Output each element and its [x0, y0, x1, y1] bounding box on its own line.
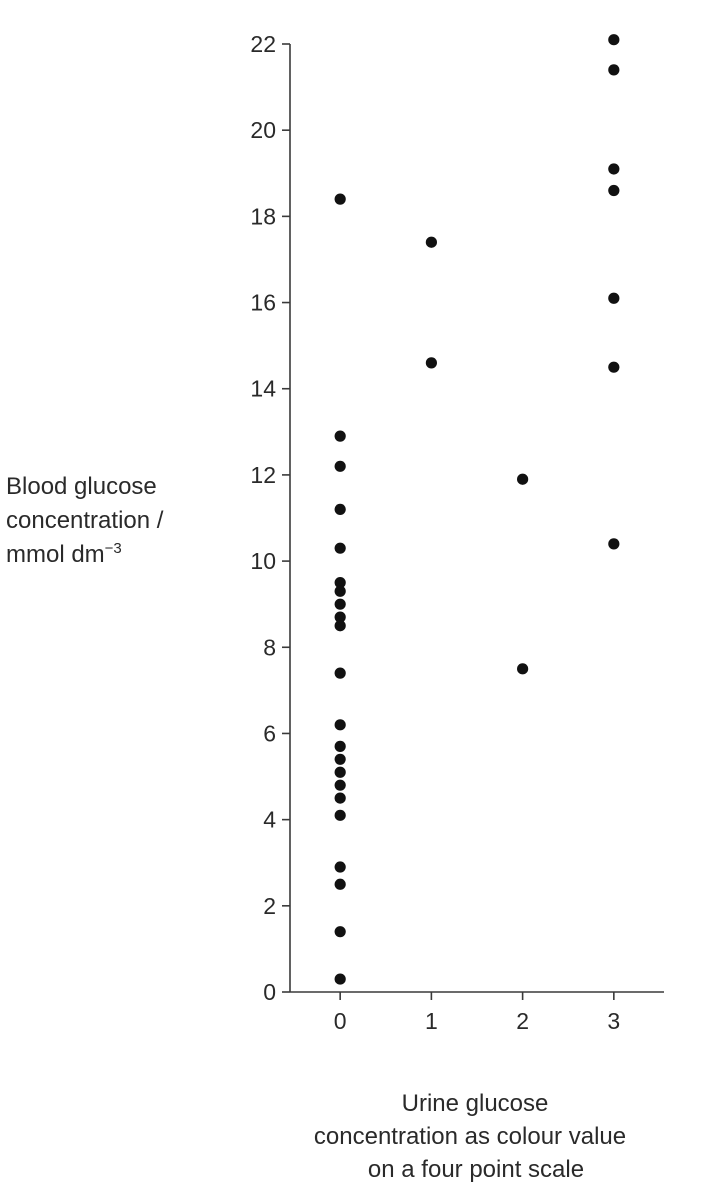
data-point [608, 184, 620, 197]
data-point [334, 809, 346, 821]
data-point [608, 34, 620, 46]
data-point [334, 598, 346, 610]
y-axis-title-line-1: Blood glucose [6, 473, 157, 500]
data-point [608, 163, 620, 175]
data-point [334, 611, 346, 623]
y-tick-label: 6 [263, 720, 276, 746]
data-point [334, 620, 346, 632]
x-tick-label: 2 [516, 1008, 529, 1034]
data-point [334, 740, 346, 752]
data-point [334, 460, 346, 472]
y-tick-label: 16 [250, 290, 276, 316]
data-point [334, 719, 346, 731]
x-axis: 0 1 2 3 [290, 991, 664, 1034]
data-point [334, 193, 346, 205]
data-point [334, 792, 346, 804]
y-tick-label: 2 [263, 893, 276, 919]
y-axis-title-line-3: mmol dm−3 [6, 540, 122, 568]
data-point [608, 361, 620, 373]
x-axis-title-line-3: on a four point scale [368, 1156, 584, 1183]
y-axis: 0 2 4 6 8 10 12 14 16 18 20 22 [250, 31, 291, 1005]
y-axis-unit-exponent: −3 [105, 540, 122, 557]
y-axis-title-line-2: concentration / [6, 507, 164, 534]
y-tick-label: 10 [250, 548, 276, 574]
data-point [517, 663, 529, 675]
y-tick-label: 4 [263, 807, 276, 833]
x-tick-label: 3 [607, 1008, 620, 1034]
y-tick-label: 18 [250, 203, 276, 229]
data-point [334, 667, 346, 679]
y-tick-label: 20 [250, 117, 276, 143]
data-point [334, 973, 346, 985]
y-tick-label: 12 [250, 462, 276, 488]
data-point [334, 542, 346, 554]
y-tick-label: 0 [263, 979, 276, 1005]
data-point [334, 878, 346, 890]
data-points [334, 34, 620, 985]
data-point [334, 779, 346, 791]
data-point [334, 585, 346, 597]
y-tick-label: 8 [263, 634, 276, 660]
y-tick-label: 14 [250, 376, 276, 402]
data-point [608, 64, 620, 76]
x-tick-label: 1 [425, 1008, 438, 1034]
data-point [608, 538, 620, 550]
data-point [334, 430, 346, 442]
data-point [425, 357, 437, 369]
data-point [425, 236, 437, 248]
data-point [334, 577, 346, 589]
data-point [608, 292, 620, 304]
x-tick-label: 0 [334, 1008, 347, 1034]
data-point [334, 766, 346, 778]
y-tick-label: 22 [250, 31, 276, 57]
y-axis-unit: mmol dm [6, 541, 105, 568]
data-point [334, 861, 346, 873]
data-point [334, 753, 346, 765]
x-axis-title-line-2: concentration as colour value [314, 1123, 626, 1150]
x-axis-title-line-1: Urine glucose [402, 1090, 549, 1117]
data-point [334, 926, 346, 938]
data-point [334, 503, 346, 515]
data-point [517, 473, 529, 485]
